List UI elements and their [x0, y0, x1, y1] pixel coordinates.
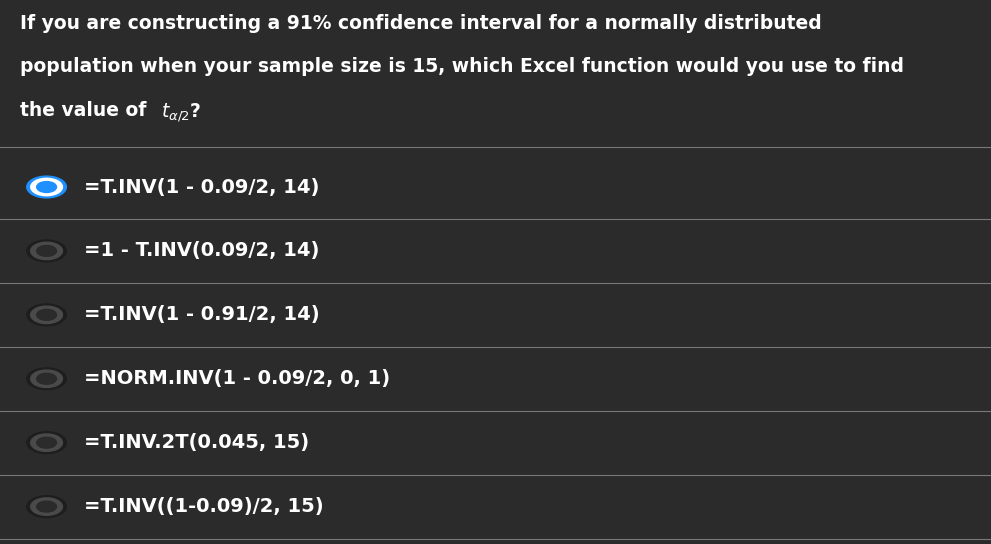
- Ellipse shape: [27, 496, 66, 517]
- Text: =T.INV(1 - 0.09/2, 14): =T.INV(1 - 0.09/2, 14): [84, 177, 320, 196]
- Text: =1 - T.INV(0.09/2, 14): =1 - T.INV(0.09/2, 14): [84, 242, 320, 261]
- Ellipse shape: [31, 498, 62, 515]
- Ellipse shape: [31, 434, 62, 452]
- Text: =T.INV(1 - 0.91/2, 14): =T.INV(1 - 0.91/2, 14): [84, 305, 320, 324]
- Text: $t_{\alpha/2}$?: $t_{\alpha/2}$?: [161, 101, 201, 123]
- Ellipse shape: [37, 501, 56, 512]
- Ellipse shape: [27, 304, 66, 326]
- Ellipse shape: [37, 373, 56, 384]
- Text: =T.INV((1-0.09)/2, 15): =T.INV((1-0.09)/2, 15): [84, 497, 324, 516]
- Text: If you are constructing a 91% confidence interval for a normally distributed: If you are constructing a 91% confidence…: [20, 14, 822, 33]
- Ellipse shape: [31, 306, 62, 324]
- Text: =T.INV.2T(0.045, 15): =T.INV.2T(0.045, 15): [84, 433, 309, 452]
- Ellipse shape: [27, 368, 66, 390]
- Ellipse shape: [27, 240, 66, 262]
- Ellipse shape: [37, 182, 56, 193]
- Ellipse shape: [31, 178, 62, 196]
- Text: =NORM.INV(1 - 0.09/2, 0, 1): =NORM.INV(1 - 0.09/2, 0, 1): [84, 369, 390, 388]
- Text: the value of: the value of: [20, 101, 153, 120]
- Ellipse shape: [31, 370, 62, 387]
- Ellipse shape: [27, 432, 66, 454]
- Ellipse shape: [31, 242, 62, 259]
- Ellipse shape: [37, 245, 56, 256]
- Ellipse shape: [37, 310, 56, 320]
- Ellipse shape: [37, 437, 56, 448]
- Ellipse shape: [27, 176, 66, 198]
- Text: population when your sample size is 15, which Excel function would you use to fi: population when your sample size is 15, …: [20, 57, 904, 76]
